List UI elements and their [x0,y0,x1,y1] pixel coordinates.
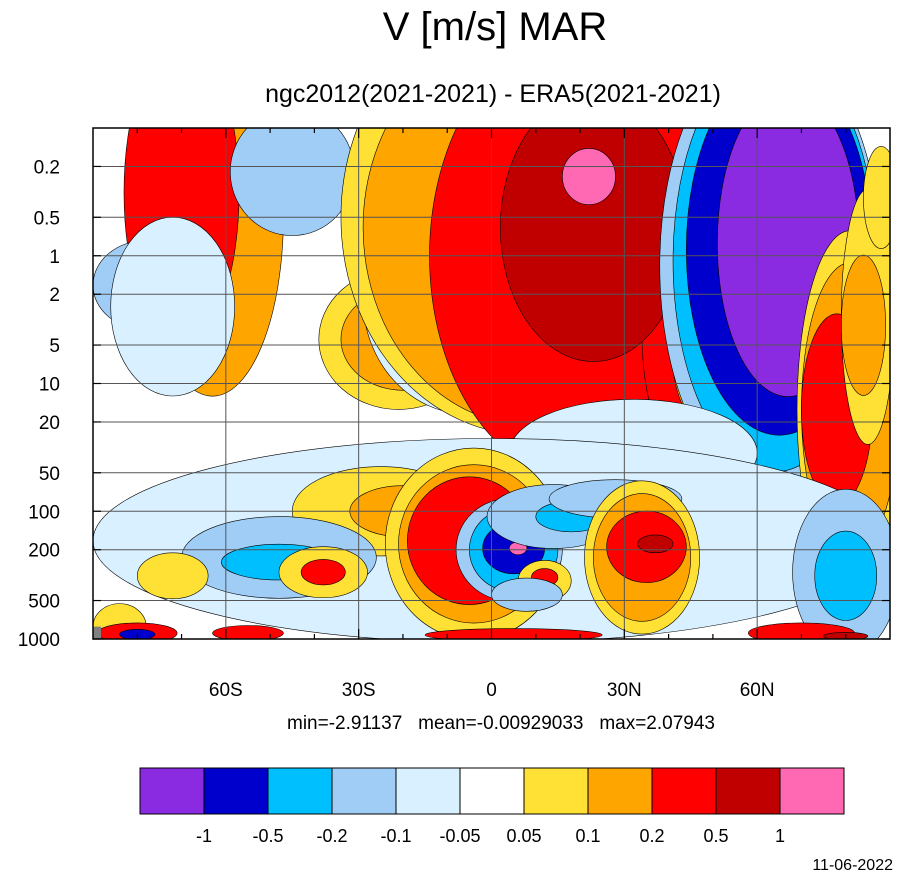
contour-region [840,254,886,396]
colorbar-swatch [331,767,397,815]
colorbar: -1 -0.5 -0.2 -0.1 -0.05 0.05 0.1 0.2 0.5 1 [139,767,845,846]
y-tick-label: 50 [39,464,60,485]
colorbar-label: -0.05 [439,826,480,846]
contour-region [229,128,355,236]
colorbar-label: -0.1 [380,826,411,846]
contour-region [110,216,235,397]
x-tick-label: 30S [342,680,376,701]
colorbar-swatch [587,767,653,815]
contour-region [814,530,878,621]
y-axis: 0.2 0.5 1 2 5 10 20 50 100 200 500 1000 [18,157,890,651]
x-axis: 60S 30S 0 30N 60N [136,128,847,701]
contour-region [637,534,674,554]
colorbar-swatch [715,767,781,815]
colorbar-label: -0.2 [316,826,347,846]
colorbar-swatch [523,767,589,815]
plot-area [93,128,890,639]
stats-text: min=-2.91137 mean=-0.00929033 max=2.0794… [287,713,715,734]
y-tick-label: 1000 [18,630,60,651]
chart-title: V [m/s] MAR [383,5,607,49]
x-tick-label: 60N [740,680,775,701]
y-tick-label: 5 [49,336,60,357]
y-tick-label: 2 [49,285,60,306]
contour-region [300,559,346,586]
y-tick-label: 20 [39,413,60,434]
colorbar-swatch [139,767,205,815]
x-tick-label: 30N [607,680,642,701]
colorbar-label: -0.5 [252,826,283,846]
y-tick-label: 0.2 [34,157,60,178]
contour-region [491,577,563,612]
grid-lines [93,128,890,639]
y-tick-label: 0.5 [34,208,60,229]
y-tick-label: 200 [28,541,60,562]
contour-region [863,146,890,249]
contour-region [136,552,209,600]
x-tick-label: 0 [486,680,497,701]
date-stamp: 11-06-2022 [812,857,893,874]
colorbar-swatch [651,767,717,815]
colorbar-swatch [267,767,333,815]
y-tick-label: 1 [49,247,60,268]
contour-region [500,128,687,362]
y-tick-label: 100 [28,502,60,523]
contour-region [562,148,616,205]
colorbar-label: -1 [196,826,212,846]
colorbar-label: 0.1 [575,826,600,846]
y-tick-label: 10 [39,375,60,396]
colorbar-label: 0.05 [506,826,541,846]
colorbar-label: 0.2 [639,826,664,846]
x-tick-label: 60S [209,680,243,701]
y-tick-label: 500 [28,592,60,613]
colorbar-swatch [395,767,461,815]
colorbar-swatch [459,767,525,815]
colorbar-swatch [779,767,845,815]
contour-region [212,625,284,639]
colorbar-label: 1 [775,826,785,846]
chart-subtitle: ngc2012(2021-2021) - ERA5(2021-2021) [265,80,721,108]
terrain-mask [93,626,101,639]
colorbar-label: 0.5 [703,826,728,846]
contour-region [424,628,603,639]
contour-regions [93,128,890,639]
colorbar-swatch [203,767,269,815]
